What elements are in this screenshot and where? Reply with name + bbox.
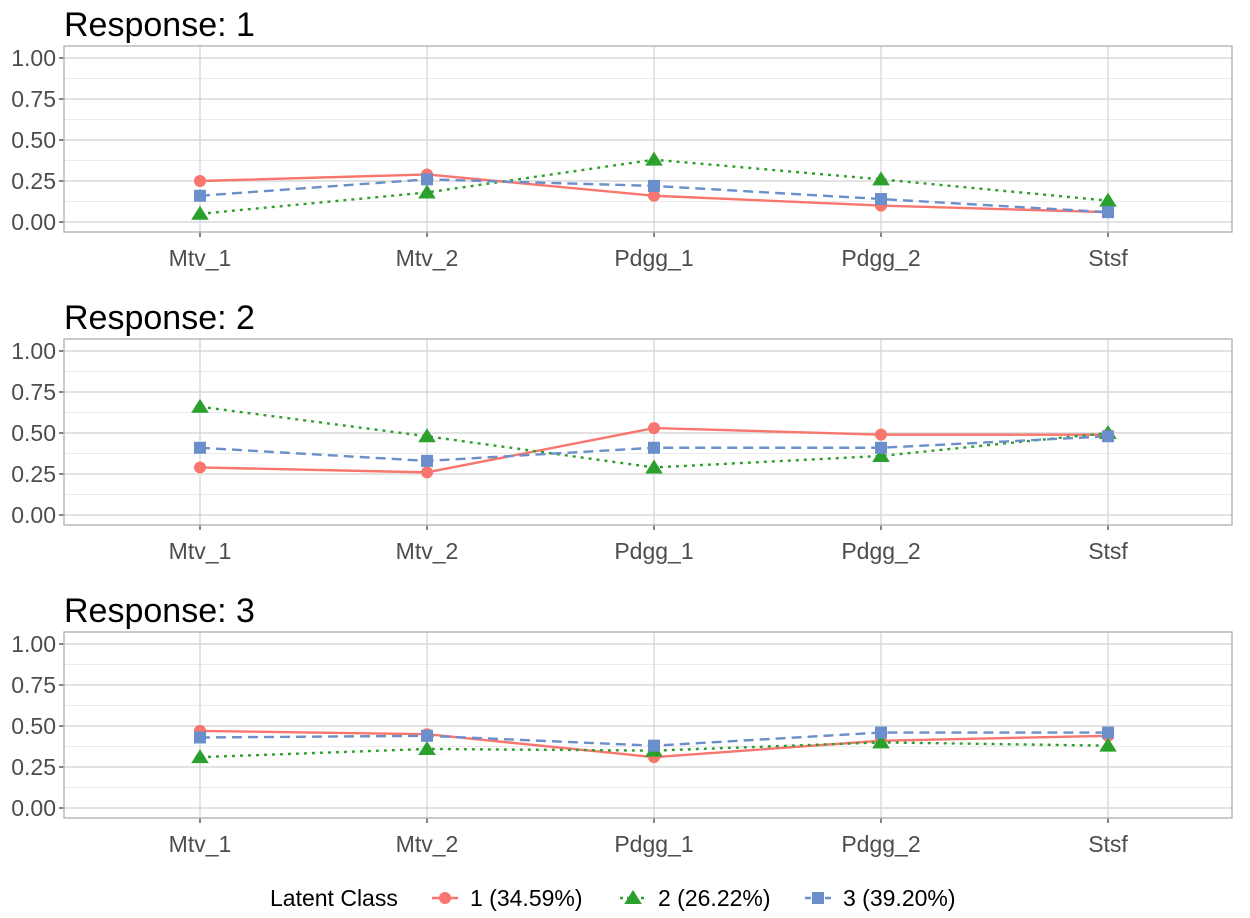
y-tick-label: 0.25 [11, 461, 56, 487]
legend-key-marker [624, 890, 642, 904]
y-tick-label: 0.50 [11, 127, 56, 153]
data-point-class-1 [875, 428, 887, 441]
legend-label: 2 (26.22%) [658, 885, 771, 911]
x-tick-label: Mtv_1 [169, 245, 232, 271]
legend-key-marker [812, 892, 824, 904]
y-tick-label: 0.00 [11, 209, 56, 235]
data-point-class-2 [1099, 737, 1117, 752]
x-tick-label: Pdgg_2 [841, 831, 920, 857]
panel-2: Response: 2 0.00 0.25 0.50 0.75 1.00 Mtv_1 Mtv_… [11, 299, 1233, 564]
panel-border [63, 45, 1233, 233]
x-tick-label: Stsf [1088, 831, 1128, 857]
data-point-class-3 [648, 739, 660, 752]
data-point-class-3 [648, 441, 660, 454]
data-point-class-2 [418, 740, 436, 755]
y-tick-label: 1.00 [11, 631, 56, 657]
panel-border [63, 631, 1233, 819]
data-point-class-1 [648, 422, 660, 435]
y-tick-label: 0.75 [11, 672, 56, 698]
panel-border [63, 338, 1233, 526]
data-point-class-3 [875, 726, 887, 739]
x-tick-label: Stsf [1088, 538, 1128, 564]
legend-label: 1 (34.59%) [470, 885, 583, 911]
data-point-class-3 [648, 179, 660, 192]
data-point-class-2 [191, 398, 209, 413]
panel-title: Response: 1 [64, 6, 255, 44]
x-tick-label: Pdgg_1 [614, 245, 693, 271]
x-tick-label: Pdgg_2 [841, 245, 920, 271]
x-tick-label: Mtv_2 [396, 831, 459, 857]
y-tick-label: 0.75 [11, 86, 56, 112]
data-point-class-1 [648, 189, 660, 202]
x-tick-label: Stsf [1088, 245, 1128, 271]
data-point-class-3 [1102, 726, 1114, 739]
data-point-class-2 [645, 151, 663, 166]
y-tick-label: 1.00 [11, 45, 56, 71]
data-point-class-2 [1099, 192, 1117, 207]
panel-title: Response: 3 [64, 592, 255, 630]
y-tick-label: 0.00 [11, 502, 56, 528]
x-tick-label: Pdgg_1 [614, 831, 693, 857]
data-point-class-1 [421, 466, 433, 479]
data-point-class-3 [1102, 206, 1114, 219]
data-point-class-3 [194, 441, 206, 454]
data-point-class-2 [191, 205, 209, 220]
data-point-class-3 [421, 729, 433, 742]
x-tick-label: Mtv_1 [169, 831, 232, 857]
x-tick-label: Pdgg_2 [841, 538, 920, 564]
data-point-class-2 [872, 171, 890, 186]
data-point-class-3 [875, 193, 887, 206]
data-point-class-3 [194, 731, 206, 744]
data-point-class-3 [421, 454, 433, 467]
legend-label: 3 (39.20%) [843, 885, 956, 911]
data-point-class-3 [421, 173, 433, 186]
data-point-class-3 [1102, 430, 1114, 443]
legend: Latent Class 1 (34.59%) 2 (26.22%) 3 (39.20… [270, 885, 956, 911]
legend-title: Latent Class [270, 885, 398, 911]
data-point-class-2 [872, 734, 890, 749]
data-point-class-3 [875, 441, 887, 454]
data-point-class-2 [872, 447, 890, 462]
x-tick-label: Mtv_2 [396, 245, 459, 271]
panel-3: Response: 3 0.00 0.25 0.50 0.75 1.00 Mtv_1 Mtv_… [11, 592, 1233, 857]
data-point-class-2 [418, 184, 436, 199]
panel-1: Response: 1 0.00 0.25 0.50 0.75 1.00 Mtv_1 Mtv_… [11, 6, 1233, 271]
y-tick-label: 1.00 [11, 338, 56, 364]
y-tick-label: 0.00 [11, 795, 56, 821]
y-tick-label: 0.50 [11, 713, 56, 739]
legend-key-marker [439, 892, 451, 904]
data-point-class-3 [194, 189, 206, 202]
panel-title: Response: 2 [64, 299, 255, 337]
y-tick-label: 0.75 [11, 379, 56, 405]
data-point-class-1 [194, 175, 206, 187]
data-point-class-2 [191, 749, 209, 764]
x-tick-label: Mtv_1 [169, 538, 232, 564]
x-tick-label: Mtv_2 [396, 538, 459, 564]
y-tick-label: 0.25 [11, 168, 56, 194]
data-point-class-2 [418, 428, 436, 443]
data-point-class-1 [194, 461, 206, 474]
y-tick-label: 0.25 [11, 754, 56, 780]
y-tick-label: 0.50 [11, 420, 56, 446]
data-point-class-2 [645, 459, 663, 474]
x-tick-label: Pdgg_1 [614, 538, 693, 564]
